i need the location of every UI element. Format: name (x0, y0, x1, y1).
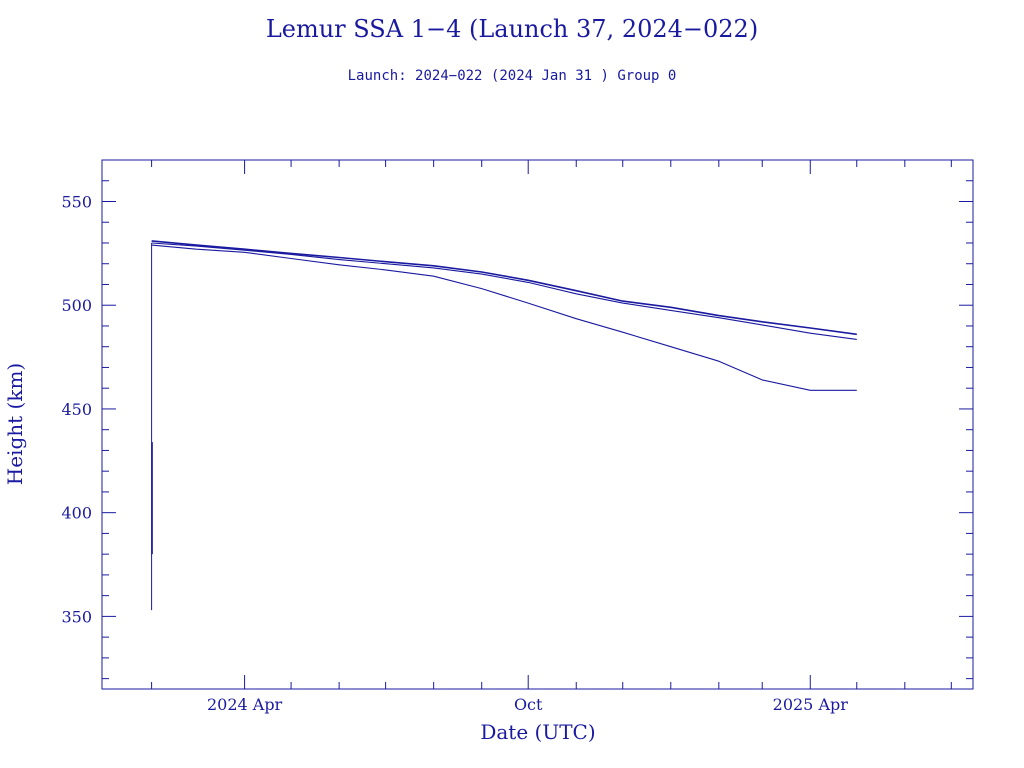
y-axis-label: Height (km) (3, 363, 27, 485)
x-axis-label: Date (UTC) (480, 720, 595, 744)
series-line-2 (151, 242, 857, 340)
series-line-3 (151, 244, 857, 391)
y-tick-label: 400 (61, 504, 92, 523)
axis-tick-labels: 350 400 450 500 550 2024 Apr Oct 2025 Apr (61, 192, 848, 714)
x-tick-label: 2025 Apr (773, 695, 849, 714)
x-tick-label: 2024 Apr (207, 695, 283, 714)
chart-title: Lemur SSA 1−4 (Launch 37, 2024−022) (266, 15, 758, 43)
plot-frame (101, 159, 974, 690)
y-tick-label: 350 (61, 607, 92, 626)
series-group (151, 240, 857, 611)
x-tick-label: Oct (514, 695, 543, 714)
chart-subtitle: Launch: 2024−022 (2024 Jan 31 ) Group 0 (348, 68, 677, 84)
axis-ticks (102, 159, 973, 689)
y-tick-label: 500 (61, 296, 92, 315)
y-tick-label: 550 (61, 192, 92, 211)
y-tick-label: 450 (61, 400, 92, 419)
series-line-1 (151, 240, 857, 336)
